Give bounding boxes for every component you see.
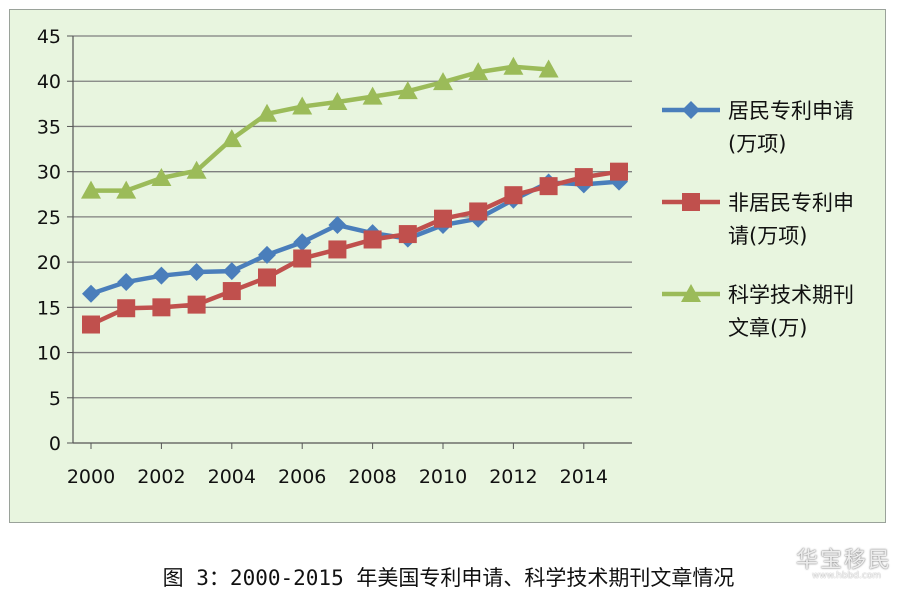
data-point [397, 81, 418, 100]
x-tick-label: 2012 [489, 466, 537, 488]
data-point [152, 266, 171, 285]
legend-label: 非居民专利申 [728, 191, 854, 215]
data-point [363, 230, 382, 249]
data-point [539, 177, 558, 196]
data-point [82, 315, 100, 334]
data-point [222, 262, 241, 281]
y-tick-label: 20 [37, 252, 61, 274]
data-point [468, 62, 489, 81]
data-point [434, 209, 452, 228]
y-tick-label: 15 [37, 297, 61, 319]
legend-entry-1: 居民专利申请 (万项) [662, 99, 854, 156]
data-point [152, 298, 171, 317]
data-point [469, 202, 488, 221]
x-tick-label: 2014 [560, 466, 608, 488]
y-tick-label: 35 [37, 116, 61, 138]
series-2 [82, 162, 628, 334]
data-point [221, 129, 242, 148]
data-point [362, 86, 383, 105]
legend-label: 请(万项) [728, 224, 807, 248]
data-point [151, 167, 172, 186]
watermark-url: www.hbbd.com [812, 571, 882, 581]
series-1 [82, 172, 628, 303]
data-point [222, 282, 241, 301]
y-tick-label: 5 [49, 388, 61, 410]
watermark-logo: 华宝移民 [796, 548, 893, 573]
x-tick-label: 2006 [278, 466, 326, 488]
series-line [90, 169, 620, 327]
x-tick-label: 2010 [419, 466, 467, 488]
data-point [574, 168, 593, 187]
figure-caption: 图 3：2000-2015 年美国专利申请、科学技术期刊文章情况 [162, 566, 735, 590]
data-point [327, 92, 348, 111]
y-tick-label: 25 [37, 207, 61, 229]
y-tick-label: 0 [49, 433, 61, 455]
data-point [538, 59, 559, 78]
legend-marker [681, 284, 701, 302]
legend-label: (万项) [728, 132, 786, 156]
legend-marker [682, 101, 700, 119]
y-tick-label: 45 [37, 26, 61, 48]
x-tick-label: 2002 [137, 466, 185, 488]
series-3 [81, 56, 559, 199]
data-point [187, 295, 206, 314]
data-point [257, 103, 277, 122]
legend-marker [682, 193, 700, 211]
data-point [186, 160, 207, 179]
data-point [292, 96, 313, 115]
data-point [433, 72, 453, 91]
y-tick-label: 30 [37, 162, 61, 184]
data-point [187, 263, 206, 282]
legend-label: 居民专利申请 [728, 99, 854, 123]
data-point [117, 273, 136, 292]
data-point [328, 216, 347, 235]
data-point [504, 186, 523, 205]
legend-entry-3: 科学技术期刊文章(万) [662, 283, 854, 340]
data-point [293, 249, 312, 268]
data-point [116, 180, 137, 199]
chart-frame [9, 9, 886, 523]
data-point [258, 245, 276, 264]
legend-label: 文章(万) [728, 316, 807, 340]
data-point [503, 56, 524, 75]
data-point [610, 162, 628, 181]
data-point [328, 240, 347, 259]
x-tick-label: 2000 [67, 466, 115, 488]
data-point [293, 233, 312, 252]
legend-label: 科学技术期刊 [728, 283, 854, 307]
data-point [258, 268, 276, 287]
y-tick-label: 10 [37, 343, 61, 365]
x-tick-label: 2008 [348, 466, 396, 488]
gridlines [73, 35, 632, 399]
data-point [82, 284, 100, 303]
data-point [81, 180, 101, 199]
data-point [398, 225, 417, 244]
y-tick-label: 40 [37, 71, 61, 93]
data-point [117, 299, 136, 318]
series-line [90, 179, 620, 296]
x-tick-label: 2004 [208, 466, 256, 488]
